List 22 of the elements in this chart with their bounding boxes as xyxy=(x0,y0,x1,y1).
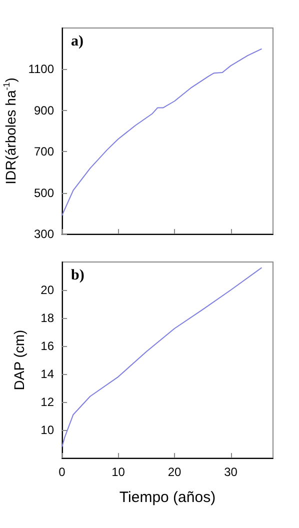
x-axis-title: Tiempo (años) xyxy=(119,489,216,506)
y-tick-label: 700 xyxy=(34,144,54,159)
y-axis-title: IDR(árboles ha-1) xyxy=(1,78,18,184)
y-tick-label: 14 xyxy=(40,367,54,381)
y-tick-label: 900 xyxy=(34,103,54,118)
x-tick-label: 30 xyxy=(224,465,238,479)
y-tick-label: 300 xyxy=(34,227,54,241)
annotation: a) xyxy=(71,34,84,50)
y-tick-label: 16 xyxy=(40,339,54,353)
y-tick-label: 20 xyxy=(40,283,54,297)
y-tick-label: 1100 xyxy=(28,62,54,76)
y-axis-title: DAP (cm) xyxy=(11,330,27,390)
y-tick-label: 10 xyxy=(40,423,54,437)
x-tick-label: 20 xyxy=(168,465,182,479)
x-tick-label: 10 xyxy=(112,465,126,479)
y-tick-label: 500 xyxy=(34,186,54,200)
line-series xyxy=(62,48,262,216)
line-series xyxy=(62,267,262,448)
y-tick-label: 18 xyxy=(40,311,54,325)
y-tick-label: 12 xyxy=(40,395,54,409)
annotation: b) xyxy=(71,268,84,284)
x-tick-label: 0 xyxy=(58,465,66,479)
